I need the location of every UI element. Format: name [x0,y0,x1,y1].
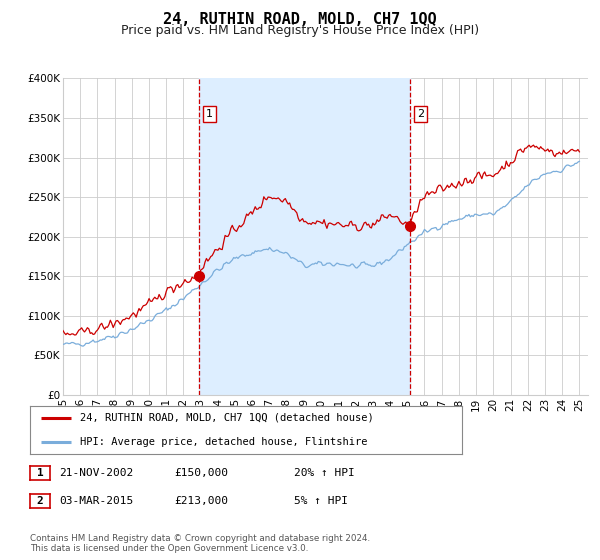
Bar [199,78,410,395]
Text: 20% ↑ HPI: 20% ↑ HPI [294,468,355,478]
Text: 03-MAR-2015: 03-MAR-2015 [59,496,133,506]
Text: £213,000: £213,000 [174,496,228,506]
Text: HPI: Average price, detached house, Flintshire: HPI: Average price, detached house, Flin… [80,437,367,447]
Text: 2: 2 [417,109,424,119]
Text: 2: 2 [37,496,43,506]
Text: 21-NOV-2002: 21-NOV-2002 [59,468,133,478]
Text: 24, RUTHIN ROAD, MOLD, CH7 1QQ (detached house): 24, RUTHIN ROAD, MOLD, CH7 1QQ (detached… [80,413,373,423]
Text: Contains HM Land Registry data © Crown copyright and database right 2024.
This d: Contains HM Land Registry data © Crown c… [30,534,370,553]
Text: £150,000: £150,000 [174,468,228,478]
Text: Price paid vs. HM Land Registry's House Price Index (HPI): Price paid vs. HM Land Registry's House … [121,24,479,37]
Text: 5% ↑ HPI: 5% ↑ HPI [294,496,348,506]
Text: 24, RUTHIN ROAD, MOLD, CH7 1QQ: 24, RUTHIN ROAD, MOLD, CH7 1QQ [163,12,437,27]
Text: 1: 1 [206,109,213,119]
Text: 1: 1 [37,468,43,478]
